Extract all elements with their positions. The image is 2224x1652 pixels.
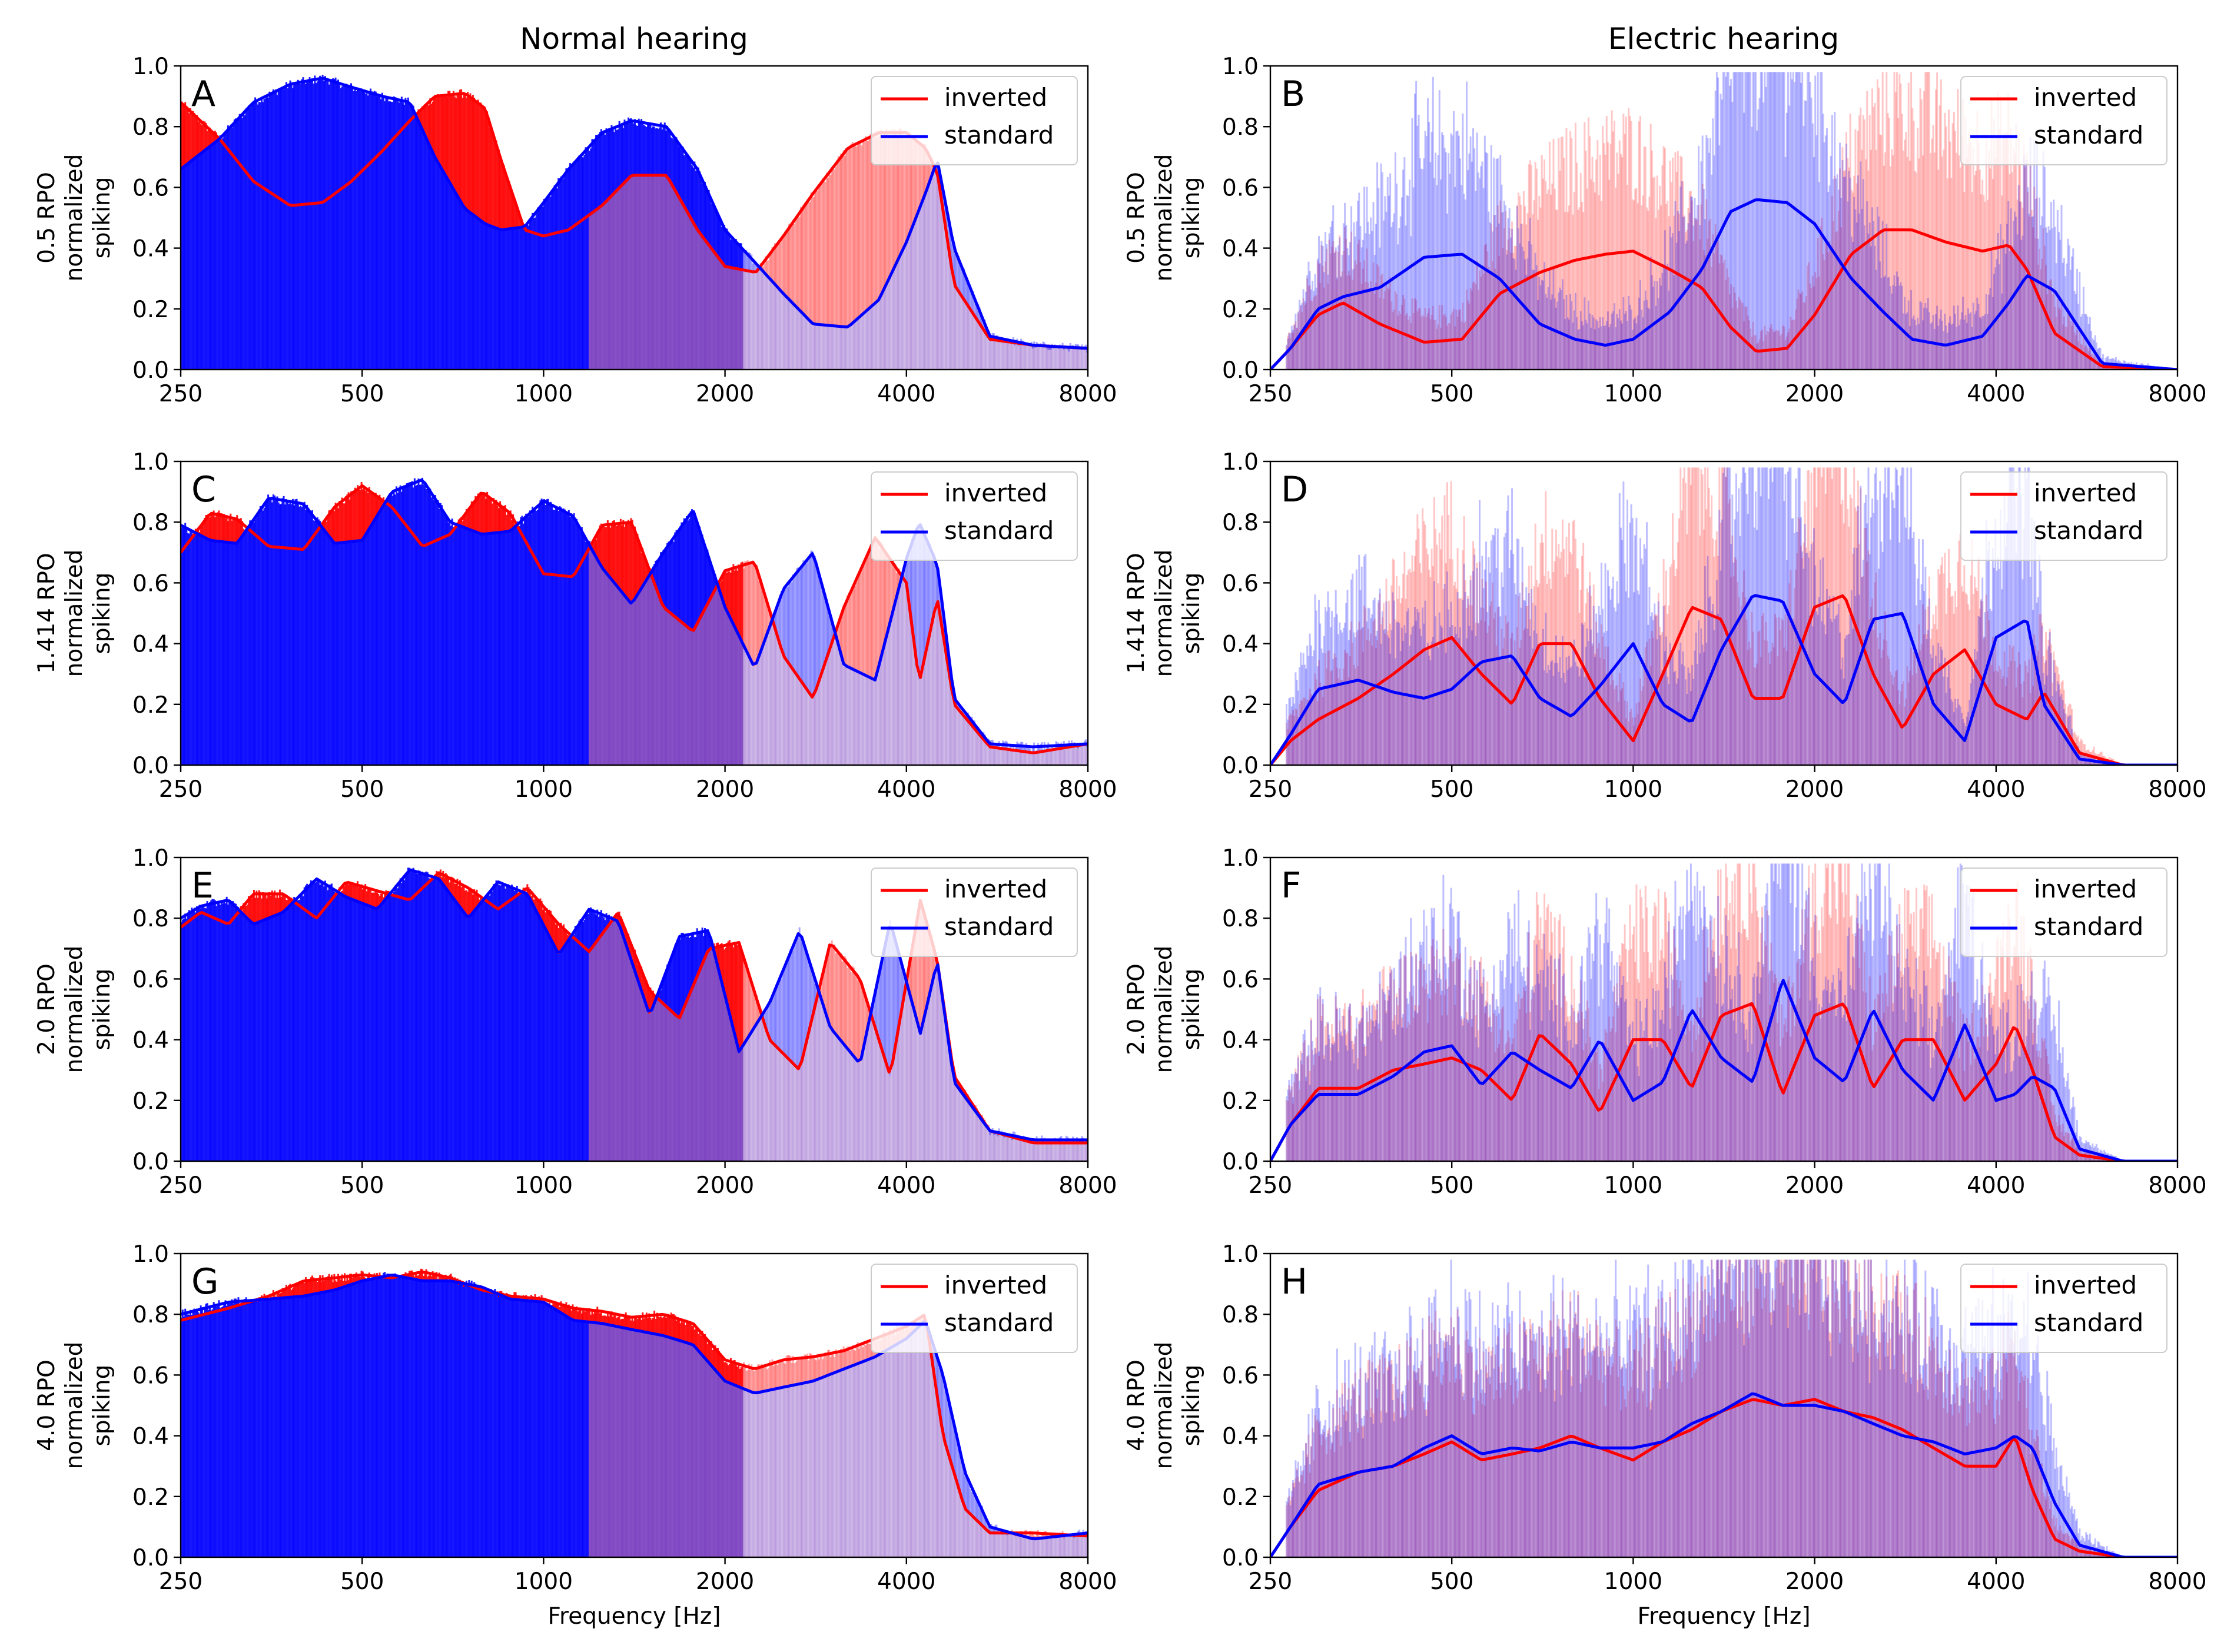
y-tick-label: 0.0 <box>132 357 169 384</box>
legend-label-standard: standard <box>2034 121 2143 149</box>
legend-label-inverted: inverted <box>944 83 1047 112</box>
y-axis-label: 0.5 RPOnormalizedspiking <box>1123 154 1205 282</box>
x-tick-label: 2000 <box>1785 381 1844 407</box>
panel-d: 250 500 1000 2000 4000 80000.00.20.40.60.81.0… <box>1123 449 2207 803</box>
panels: 250 500 1000 2000 4000 8000 0.0 0.2 0.4 0.6 0.8 1.0… <box>34 54 2207 1630</box>
x-tick-label: 500 <box>340 381 384 407</box>
y-axis-label-line: normalized <box>61 154 88 282</box>
x-tick-label: 8000 <box>1058 381 1117 407</box>
series-line-inverted <box>181 92 1088 350</box>
y-tick-label: 0.4 <box>132 631 169 658</box>
series-line-inverted <box>1270 228 2177 370</box>
x-tick-label: 250 <box>1249 381 1292 407</box>
x-tick-label: 500 <box>1430 381 1473 407</box>
y-tick-label: 0.6 <box>1222 175 1259 201</box>
legend-label-inverted: inverted <box>2034 83 2137 112</box>
y-tick-label: 0.0 <box>132 753 169 779</box>
legend: inverted standard <box>871 76 1078 165</box>
y-axis-label-line: 0.5 RPO <box>1123 172 1150 264</box>
x-tick-label: 1000 <box>514 381 573 407</box>
y-tick-label: 0.4 <box>132 236 169 262</box>
column-title-electric-hearing: Electric hearing <box>1608 22 1839 56</box>
series-line-standard <box>181 478 1088 749</box>
y-tick-label: 0.8 <box>1222 114 1259 141</box>
y-axis-label-line: normalized <box>1151 154 1177 282</box>
x-tick-label: 8000 <box>2148 381 2206 407</box>
panel-b: 250 500 1000 2000 4000 8000 0.0 0.2 0.4 0.6 0.8 1.0… <box>1123 54 2207 407</box>
y-axis-label: 1.414 RPOnormalizedspiking <box>34 550 115 677</box>
y-tick-label: 0.8 <box>132 510 169 536</box>
panel-a: 250 500 1000 2000 4000 8000 0.0 0.2 0.4 0.6 0.8 1.0… <box>34 54 1117 407</box>
x-tick-label: 1000 <box>1604 381 1662 407</box>
y-tick-label: 0.6 <box>132 175 169 201</box>
x-tick-label: 8000 <box>1058 776 1117 803</box>
y-tick-label: 1.0 <box>1222 54 1259 80</box>
y-tick-label: 0.0 <box>1222 357 1259 384</box>
y-axis-label-line: normalized <box>61 550 88 677</box>
legend-label-inverted: inverted <box>944 478 1047 507</box>
x-tick-label: 250 <box>159 381 203 407</box>
y-tick-label: 0.8 <box>132 114 169 141</box>
x-tick-label: 2000 <box>696 381 754 407</box>
y-axis-label-line: spiking <box>1179 177 1205 259</box>
x-tick-label: 4000 <box>877 776 935 803</box>
panel-b-frame <box>1269 65 2179 371</box>
x-tick-label: 500 <box>340 776 384 803</box>
y-axis-label-line: spiking <box>89 573 115 654</box>
panel-c-frame <box>180 460 1089 766</box>
x-tick-label: 2000 <box>696 776 754 803</box>
legend-label-standard: standard <box>944 121 1054 149</box>
legend: inverted standard <box>871 471 1078 561</box>
x-tick-label: 4000 <box>1967 381 2025 407</box>
panel-c: 250 500 1000 2000 4000 8000 0.0 0.2 0.4 0.6 0.8 1.0… <box>34 449 1117 803</box>
y-tick-label: 1.0 <box>132 449 169 476</box>
series-line-standard <box>1270 198 2177 370</box>
x-tick-label: 250 <box>159 776 203 803</box>
y-tick-label: 1.0 <box>132 54 169 80</box>
y-tick-label: 0.2 <box>1222 297 1259 323</box>
x-tick-label: 1000 <box>514 776 573 803</box>
panel-letter: B <box>1281 74 1305 115</box>
panel-a-frame <box>180 65 1089 371</box>
legend-label-standard: standard <box>944 516 1054 545</box>
panel-letter: C <box>191 469 216 510</box>
series-line-inverted <box>181 484 1088 754</box>
y-tick-label: 0.6 <box>132 570 169 597</box>
y-axis-label-line: 0.5 RPO <box>34 172 60 264</box>
x-tick-label: 4000 <box>877 381 935 407</box>
panel-letter: A <box>191 74 215 115</box>
legend: inverted standard <box>1960 76 2167 165</box>
y-tick-label: 0.4 <box>1222 236 1259 262</box>
y-axis-label-line: spiking <box>89 177 115 259</box>
column-title-normal-hearing: Normal hearing <box>520 22 748 56</box>
y-axis-label: 0.5 RPOnormalizedspiking <box>34 154 115 282</box>
y-tick-label: 0.2 <box>132 692 169 719</box>
panel-c-spike-bars <box>181 477 1088 765</box>
y-axis-label-line: 1.414 RPO <box>34 553 60 673</box>
y-tick-label: 0.2 <box>132 297 169 323</box>
